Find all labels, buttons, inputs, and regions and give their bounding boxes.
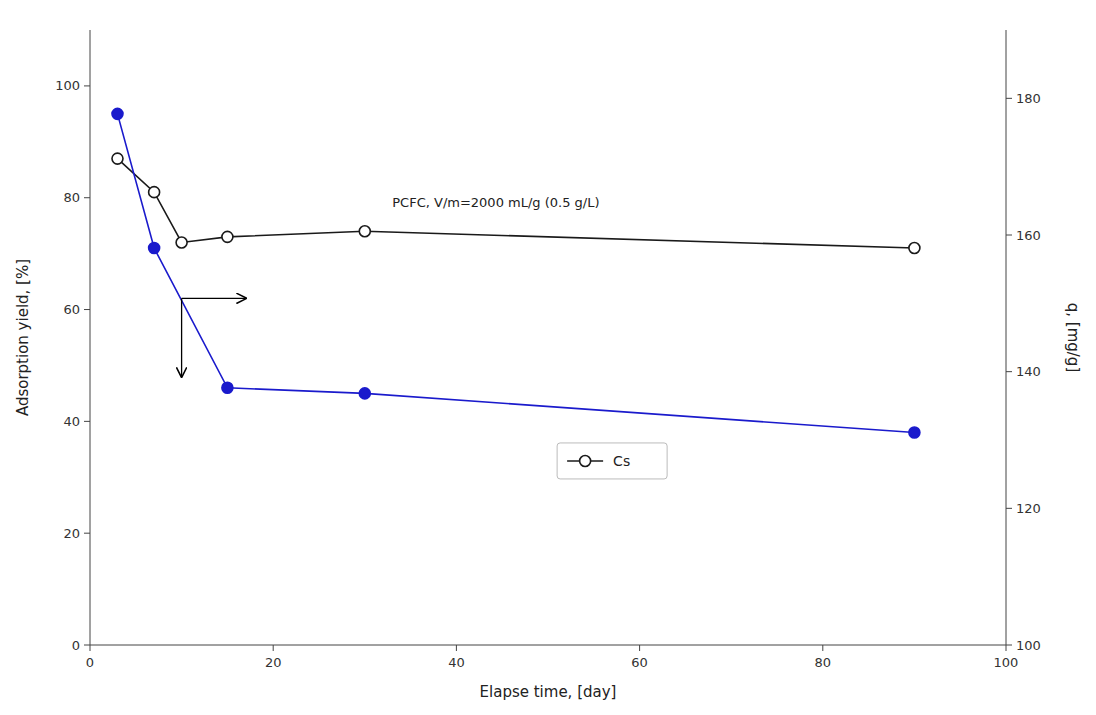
y-tick-label: 0: [72, 638, 80, 653]
x-tick: [273, 645, 274, 651]
y-tick: [84, 85, 90, 86]
x-tick-label: 0: [86, 655, 94, 670]
y2-tick-label: 100: [1016, 638, 1041, 653]
chart: 0 20 40 60 80 100 0 20 40 60 80 100 100 120 140 160 180 E…: [0, 0, 1096, 715]
x-tick: [639, 645, 640, 651]
series-point: [176, 237, 187, 248]
y2-tick-label: 180: [1016, 91, 1041, 106]
series-point: [359, 226, 370, 237]
x-tick: [456, 645, 457, 651]
y-tick-label: 40: [63, 414, 80, 429]
arrow: [181, 298, 182, 376]
x-tick: [1006, 645, 1007, 651]
y2-tick: [1006, 235, 1012, 236]
x-tick-label: 40: [448, 655, 465, 670]
y-tick-label: 100: [55, 78, 80, 93]
arrow: [182, 298, 246, 299]
x-tick-label: 60: [631, 655, 648, 670]
y-tick: [84, 421, 90, 422]
y2-axis-label: q, [mg/g]: [1064, 303, 1082, 372]
y-axis-line: [90, 30, 91, 645]
legend-marker: [580, 455, 591, 466]
y-tick: [84, 309, 90, 310]
y-axis-label: Adsorption yield, [%]: [14, 259, 32, 416]
series-point: [149, 243, 160, 254]
series-line: [117, 159, 914, 248]
x-tick-label: 80: [815, 655, 832, 670]
x-tick: [822, 645, 823, 651]
y2-tick: [1006, 645, 1012, 646]
y-tick-label: 60: [63, 302, 80, 317]
y2-tick-label: 140: [1016, 364, 1041, 379]
plot-area: [112, 108, 920, 438]
y2-tick: [1006, 508, 1012, 509]
series-point: [909, 427, 920, 438]
y-tick: [84, 533, 90, 534]
x-tick-label: 100: [994, 655, 1019, 670]
series-point: [222, 231, 233, 242]
x-tick-label: 20: [265, 655, 282, 670]
legend-frame: [557, 443, 667, 479]
axes: 0 20 40 60 80 100 0 20 40 60 80 100 100 120 140 160 180: [55, 30, 1041, 670]
y2-tick: [1006, 371, 1012, 372]
y-tick: [84, 197, 90, 198]
series-point: [222, 382, 233, 393]
y2-tick-label: 160: [1016, 228, 1041, 243]
x-axis-label: Elapse time, [day]: [480, 683, 617, 701]
series-point: [112, 153, 123, 164]
y-tick-label: 80: [63, 190, 80, 205]
x-axis-line: [90, 645, 1006, 646]
y2-tick: [1006, 98, 1012, 99]
y-tick-label: 20: [63, 526, 80, 541]
series-point: [149, 187, 160, 198]
series-point: [909, 243, 920, 254]
legend: Cs: [557, 443, 667, 479]
y-tick: [84, 645, 90, 646]
y2-axis-line: [1006, 30, 1007, 645]
legend-label: Cs: [613, 453, 630, 469]
series-line: [117, 114, 914, 433]
y2-tick-label: 120: [1016, 501, 1041, 516]
annotation: PCFC, V/m=2000 mL/g (0.5 g/L): [392, 195, 599, 210]
x-tick: [90, 645, 91, 651]
series-point: [359, 388, 370, 399]
series-point: [112, 108, 123, 119]
